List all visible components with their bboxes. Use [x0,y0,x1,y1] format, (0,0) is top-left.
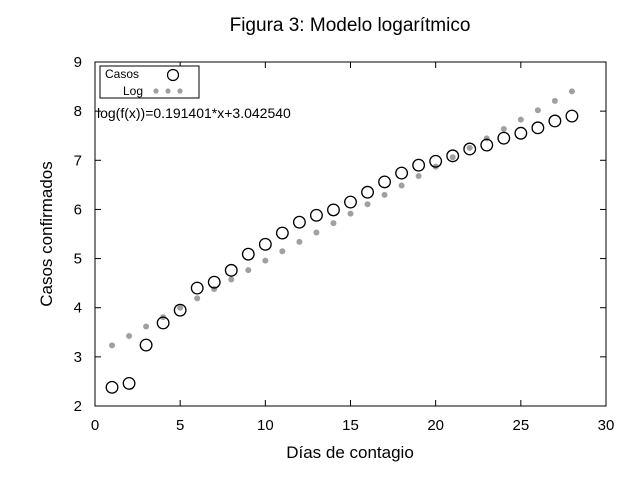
log-point [296,238,303,245]
casos-point [190,281,204,295]
casos-point [514,126,528,140]
y-tick-label: 4 [74,300,82,317]
casos-point [207,275,221,289]
log-point [500,126,507,133]
casos-point [565,109,579,123]
casos-point [548,114,562,128]
x-axis-label: Días de contagio [286,443,414,462]
log-point [466,144,473,151]
x-tick-label: 0 [91,417,99,434]
log-point [211,285,218,292]
casos-point [139,338,153,352]
x-tick-label: 30 [598,417,615,434]
log-point [483,135,490,142]
y-axis-label: Casos confirmados [37,161,56,307]
log-point [126,332,133,339]
log-point [262,257,269,264]
casos-point [480,138,494,152]
x-tick-label: 10 [257,417,274,434]
log-point [347,210,354,217]
log-point [449,154,456,161]
log-point [228,276,235,283]
fit-equation-annotation: log(f(x))=0.191401*x+3.042540 [97,105,291,121]
casos-point [344,195,357,209]
y-tick-label: 9 [74,54,82,71]
x-tick-label: 15 [342,417,359,434]
log-point [568,88,575,95]
y-tick-label: 2 [74,398,82,415]
log-point [194,295,201,302]
log-point [398,182,405,189]
legend-box [99,65,200,99]
log-point [177,304,184,311]
y-tick-label: 7 [74,152,82,169]
log-point [109,342,116,349]
casos-point [122,376,136,390]
x-tick-label: 20 [427,417,444,434]
log-point [415,173,422,180]
log-point [551,97,558,104]
y-tick-label: 3 [74,349,82,366]
legend: Casos Log [99,65,200,99]
log-point [517,116,524,123]
legend-marker-log [177,88,183,94]
casos-point [531,121,545,135]
casos-point [497,131,511,145]
chart-title: Figura 3: Modelo logarítmico [230,15,471,36]
log-point [143,323,150,330]
legend-marker-casos [166,68,180,82]
casos-point [275,226,289,240]
y-tick-label: 6 [74,201,82,218]
casos-point [173,303,187,317]
log-point [313,229,320,236]
x-tick-label: 25 [512,417,529,434]
legend-label-log: Log [123,84,143,98]
x-tick-label: 5 [176,417,184,434]
casos-point [327,203,340,217]
casos-point [258,237,272,251]
casos-point [309,208,323,222]
log-point [364,201,371,208]
log-point [381,191,388,198]
legend-marker-log [153,88,159,94]
casos-point [241,247,255,261]
legend-marker-log [165,88,171,94]
casos-point [446,149,460,163]
casos-point [395,166,409,180]
casos-point [156,316,170,330]
casos-point [361,185,374,199]
casos-point [292,215,306,229]
casos-point [105,380,119,394]
casos-point [412,158,426,172]
y-tick-label: 5 [74,251,82,268]
log-point [330,220,337,227]
casos-point [429,154,443,168]
log-point [245,267,252,274]
y-tick-label: 8 [74,103,82,120]
casos-point [463,142,477,156]
casos-point [378,175,392,189]
log-point [279,248,286,255]
legend-label-casos: Casos [105,67,139,81]
log-point [534,107,541,114]
casos-point [224,263,238,277]
